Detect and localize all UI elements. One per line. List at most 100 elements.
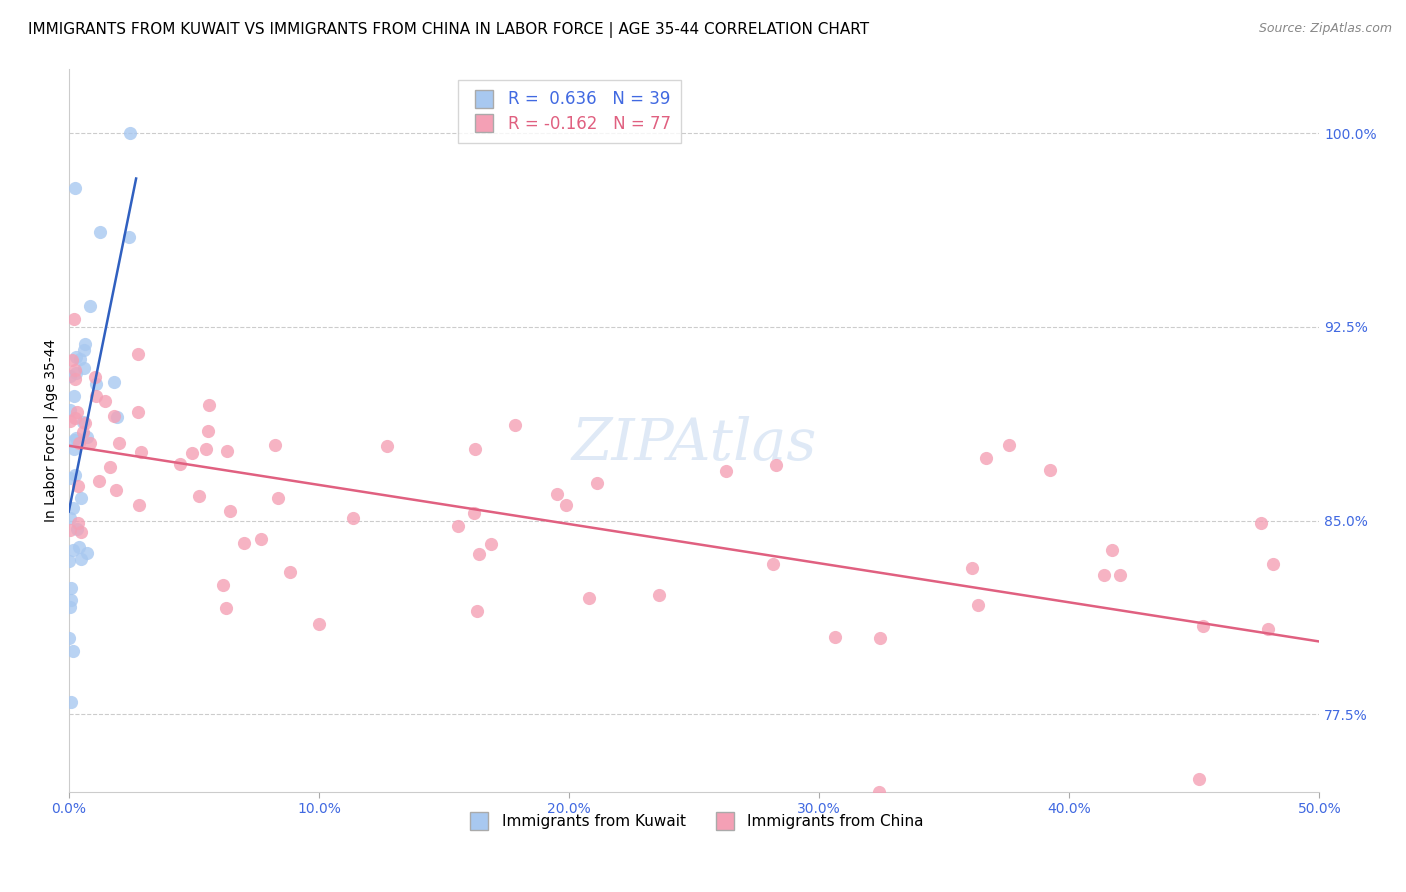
Point: [67, 435, 90, 450]
Point: [181, 446, 204, 460]
Point: [84, 377, 107, 392]
Point: [72, 425, 94, 439]
Point: [59, 600, 82, 615]
Point: [59, 369, 82, 384]
Point: [1109, 567, 1132, 582]
Point: [198, 398, 221, 412]
Point: [65, 467, 87, 482]
Point: [824, 630, 846, 644]
Text: ZIPAtlas: ZIPAtlas: [571, 417, 817, 473]
Point: [267, 491, 290, 505]
Point: [72, 415, 94, 429]
Point: [105, 409, 128, 424]
Point: [869, 631, 891, 645]
Point: [63, 442, 86, 457]
Point: [83, 370, 105, 384]
Point: [76, 546, 98, 560]
Point: [464, 442, 486, 456]
Point: [468, 547, 491, 561]
Point: [58, 631, 80, 645]
Point: [59, 413, 82, 427]
Point: [63, 181, 86, 195]
Point: [974, 451, 997, 466]
Point: [1192, 619, 1215, 633]
Point: [762, 557, 785, 571]
Point: [578, 591, 600, 606]
Point: [1092, 568, 1115, 582]
Point: [79, 436, 101, 450]
Point: [217, 444, 239, 458]
Point: [218, 504, 240, 518]
Point: [107, 436, 129, 450]
Point: [59, 471, 82, 485]
Point: [73, 343, 96, 357]
Point: [62, 644, 84, 658]
Point: [1263, 557, 1285, 571]
Point: [98, 459, 121, 474]
Point: [62, 501, 84, 516]
Point: [59, 402, 82, 417]
Point: [65, 366, 87, 380]
Point: [966, 598, 988, 612]
Point: [59, 511, 82, 525]
Point: [212, 578, 235, 592]
Point: [215, 601, 238, 615]
Point: [998, 438, 1021, 452]
Point: [868, 785, 890, 799]
Point: [70, 491, 93, 506]
Point: [342, 510, 364, 524]
Point: [103, 376, 125, 390]
Point: [1257, 622, 1279, 636]
Point: [60, 694, 83, 708]
Point: [463, 506, 485, 520]
Text: IMMIGRANTS FROM KUWAIT VS IMMIGRANTS FROM CHINA IN LABOR FORCE | AGE 35-44 CORRE: IMMIGRANTS FROM KUWAIT VS IMMIGRANTS FRO…: [28, 22, 869, 38]
Point: [479, 537, 502, 551]
Point: [280, 566, 302, 580]
Point: [67, 541, 90, 555]
Point: [66, 405, 89, 419]
Point: [250, 532, 273, 546]
Point: [66, 522, 89, 536]
Point: [76, 430, 98, 444]
Point: [1188, 772, 1211, 786]
Point: [103, 409, 125, 423]
Point: [169, 457, 191, 471]
Y-axis label: In Labor Force | Age 35-44: In Labor Force | Age 35-44: [44, 339, 58, 522]
Point: [1250, 516, 1272, 530]
Point: [63, 312, 86, 326]
Point: [187, 489, 209, 503]
Point: [1128, 849, 1150, 863]
Point: [118, 126, 141, 140]
Point: [60, 581, 83, 595]
Point: [104, 483, 127, 497]
Point: [75, 337, 97, 351]
Point: [554, 499, 576, 513]
Point: [375, 439, 398, 453]
Point: [233, 536, 256, 550]
Point: [714, 464, 737, 478]
Legend: Immigrants from Kuwait, Immigrants from China: Immigrants from Kuwait, Immigrants from …: [458, 808, 931, 835]
Point: [73, 360, 96, 375]
Point: [1039, 463, 1062, 477]
Point: [63, 411, 86, 425]
Point: [62, 389, 84, 403]
Point: [960, 560, 983, 574]
Point: [467, 604, 489, 618]
Point: [447, 518, 470, 533]
Point: [70, 552, 93, 566]
Point: [63, 433, 86, 447]
Point: [89, 225, 111, 239]
Point: [69, 351, 91, 366]
Point: [648, 588, 671, 602]
Point: [89, 474, 111, 488]
Point: [65, 351, 87, 365]
Point: [127, 405, 149, 419]
Point: [127, 347, 149, 361]
Text: Source: ZipAtlas.com: Source: ZipAtlas.com: [1258, 22, 1392, 36]
Point: [1101, 543, 1123, 558]
Point: [129, 445, 152, 459]
Point: [65, 431, 87, 445]
Point: [67, 516, 90, 530]
Point: [63, 362, 86, 376]
Point: [70, 525, 93, 540]
